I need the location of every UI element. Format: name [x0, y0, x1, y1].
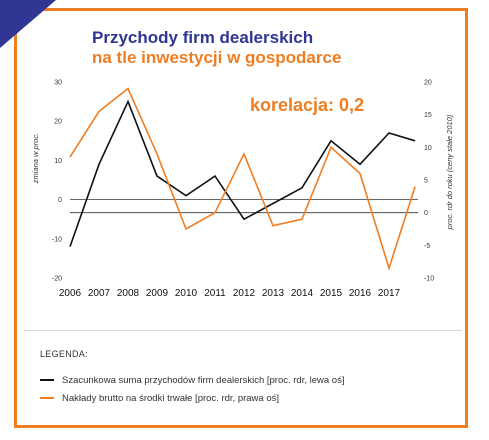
x-tick-label: 2014	[291, 288, 314, 299]
y-tick-right: 15	[424, 112, 432, 119]
title-line-2: na tle inwestycji w gospodarce	[92, 48, 342, 67]
x-tick-label: 2010	[175, 288, 198, 299]
y-tick-left: 30	[54, 80, 62, 87]
y-axis-label-right: proc. rdr do roku (ceny stałe 2010)	[445, 114, 454, 230]
x-tick-label: 2008	[117, 288, 140, 299]
y-tick-left: -20	[52, 276, 62, 283]
x-tick-label: 2013	[262, 288, 285, 299]
y-tick-right: 20	[424, 80, 432, 87]
legend-title: LEGENDA:	[40, 349, 88, 359]
correlation-label: korelacja: 0,2	[250, 95, 365, 115]
y-axis-label-left: zmiana w proc.	[31, 133, 40, 184]
chart-title: Przychody firm dealerskich na tle inwest…	[92, 28, 341, 68]
x-tick-label: 2012	[233, 288, 256, 299]
legend-label-revenue: Szacunkowa suma przychodów firm dealersk…	[62, 375, 345, 386]
y-tick-right: -5	[424, 243, 430, 250]
y-tick-right: -10	[424, 276, 434, 283]
y-tick-left: 0	[58, 197, 62, 204]
title-line-1: Przychody firm dealerskich	[92, 28, 314, 47]
x-tick-label: 2011	[204, 288, 226, 299]
y-tick-right: 0	[424, 210, 428, 217]
x-tick-label: 2006	[59, 288, 82, 299]
line-chart: -20 -10 0 10 20 30 -10 -5 0 5 10 15 20 2006 2007 2008 20…	[31, 80, 454, 300]
series-line-investment	[69, 87, 416, 271]
corner-decoration	[0, 0, 56, 48]
x-tick-label: 2009	[146, 288, 169, 299]
y-tick-left: 20	[54, 119, 62, 126]
y-tick-right: 10	[424, 145, 432, 152]
legend-item-revenue: Szacunkowa suma przychodów firm dealersk…	[40, 375, 344, 386]
chart-card	[14, 8, 468, 428]
x-tick-label: 2016	[349, 288, 372, 299]
legend-label-investment: Nakłady brutto na środki trwałe [proc. r…	[62, 393, 280, 404]
legend: LEGENDA: Szacunkowa suma przychodów firm…	[24, 330, 462, 423]
x-tick-label: 2015	[320, 288, 343, 299]
series-line-revenue	[69, 99, 416, 247]
legend-swatch-black	[40, 379, 54, 382]
x-tick-label: 2007	[88, 288, 111, 299]
legend-swatch-orange	[40, 397, 54, 400]
y-tick-left: 10	[54, 158, 62, 165]
y-tick-left: -10	[52, 236, 62, 243]
y-tick-right: 5	[424, 178, 428, 185]
x-tick-label: 2017	[378, 288, 401, 299]
legend-item-investment: Nakłady brutto na środki trwałe [proc. r…	[40, 393, 279, 404]
